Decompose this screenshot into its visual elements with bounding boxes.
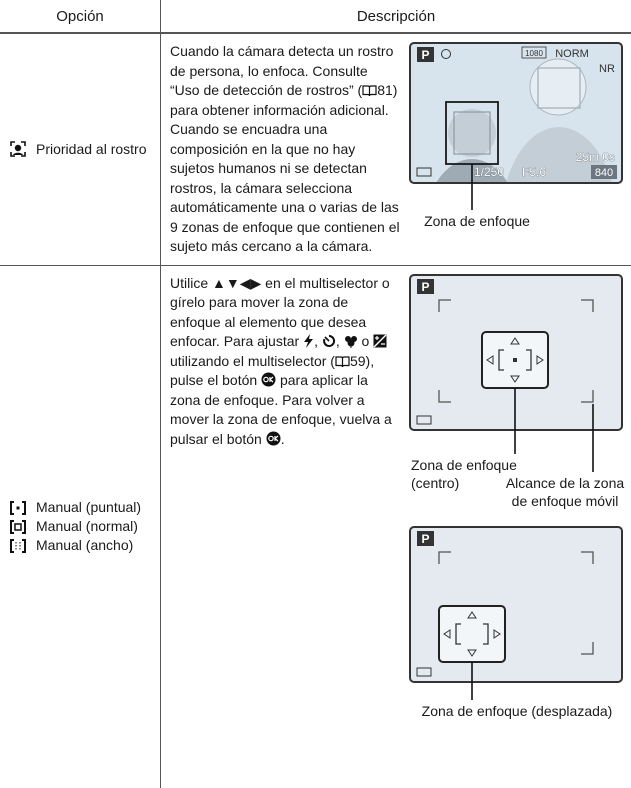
focus-brackets [498, 348, 532, 371]
text: 59), pulse el botón [170, 352, 375, 389]
figure: P Zona de enfoque (centro) Alcance de la… [409, 273, 625, 514]
header-cell: Opción [0, 0, 161, 34]
battery-icon [416, 667, 432, 676]
figure: P Zona de enfoque (desplazada) [409, 525, 625, 722]
text: utilizando el multiselector ( [170, 352, 335, 369]
description-cell: P Zona de enfoque (centro) Alcance de la… [161, 266, 631, 788]
text: para aplicar la zona de enfoque. Para vo… [170, 372, 392, 447]
option-cell: Prioridad al rostro [0, 34, 161, 266]
caption: Zona de enfoque (centro) [411, 456, 517, 491]
book-icon [362, 85, 377, 97]
caption: Zona de enfoque [424, 213, 530, 229]
focus-frame [438, 604, 506, 663]
range-corners [438, 298, 594, 403]
header-cell: Descripción [161, 0, 631, 34]
mode: P [421, 532, 429, 546]
camera-screen: P [409, 273, 623, 472]
ok-button-icon [261, 372, 276, 387]
ok-button-icon [266, 431, 281, 445]
text: , [335, 333, 344, 349]
option-label: Manual (puntual) [36, 499, 142, 516]
silhouette [529, 58, 587, 116]
option-label: Prioridad al rostro [36, 140, 147, 157]
text: en el multiselector o gírelo para mover … [170, 274, 390, 350]
option: Manual (ancho) [10, 536, 160, 555]
figure-column: P Zona de enfoque (centro) Alcance de la… [409, 273, 625, 722]
range-corners [438, 550, 594, 655]
screen-border [409, 42, 623, 184]
text: 81) para obtener información adicional. … [170, 82, 400, 254]
face-frame [453, 111, 491, 155]
self-timer-icon [322, 334, 335, 347]
option-cell: Manual (puntual) Manual (normal) Manual … [0, 265, 161, 788]
option-label: Manual (normal) [36, 518, 138, 535]
battery-icon [416, 415, 432, 424]
text: o [357, 333, 374, 349]
option: Manual (normal) [10, 517, 160, 536]
silhouette [448, 109, 496, 157]
direction-arrows [486, 336, 544, 383]
face-frame [537, 67, 581, 109]
status-icon [521, 46, 547, 59]
time: 25m 0s [576, 150, 615, 164]
macro-icon [344, 336, 357, 348]
noise-reduction: NR [599, 63, 615, 75]
quality: NORM [555, 48, 589, 60]
face-icon [10, 141, 26, 158]
shots: 840 [595, 167, 613, 179]
figure: P 1080 NORM NR 1/250 F5.6 25m 0s 840 Zon… [409, 42, 625, 238]
shutter: 1/250 [474, 165, 504, 179]
area-icon [10, 538, 26, 553]
camera-screen: P [409, 525, 623, 700]
mode-box [417, 278, 434, 294]
arrows: ▲▼◀▶ [212, 274, 262, 291]
focus-brackets [455, 622, 489, 645]
header-text: Opción [56, 7, 104, 25]
description-cell: P 1080 NORM NR 1/250 F5.6 25m 0s 840 Zon… [161, 34, 631, 266]
text: . [280, 430, 285, 447]
mode-box [417, 47, 434, 62]
mode-box [417, 530, 434, 546]
option: Manual (puntual) [10, 498, 160, 517]
book-icon [335, 355, 350, 367]
option-label: Manual (ancho) [36, 537, 134, 554]
status-icon [441, 49, 451, 59]
direction-arrows [443, 610, 501, 657]
battery-icon [416, 167, 432, 177]
exposure-icon [373, 334, 387, 348]
silhouette [501, 127, 617, 183]
text: Utilice [170, 274, 213, 291]
area-icon [10, 519, 26, 534]
header-text: Descripción [356, 7, 436, 25]
camera-screen: P 1080 NORM NR 1/250 F5.6 25m 0s 840 [409, 42, 623, 210]
shots-box [591, 165, 617, 179]
resolution: 1080 [525, 49, 543, 58]
focus-point [513, 357, 517, 362]
text: Cuando la cámara detecta un rostro de pe… [170, 43, 394, 98]
caption: Zona de enfoque (desplazada) [421, 702, 613, 719]
flash-icon [304, 334, 314, 348]
mode: P [421, 280, 429, 294]
mode: P [421, 48, 429, 62]
caption: Alcance de la zona de enfoque móvil [505, 474, 625, 509]
text: , [314, 333, 322, 349]
option: Prioridad al rostro [10, 140, 160, 159]
area-icon [10, 500, 26, 515]
aperture: F5.6 [522, 165, 546, 179]
